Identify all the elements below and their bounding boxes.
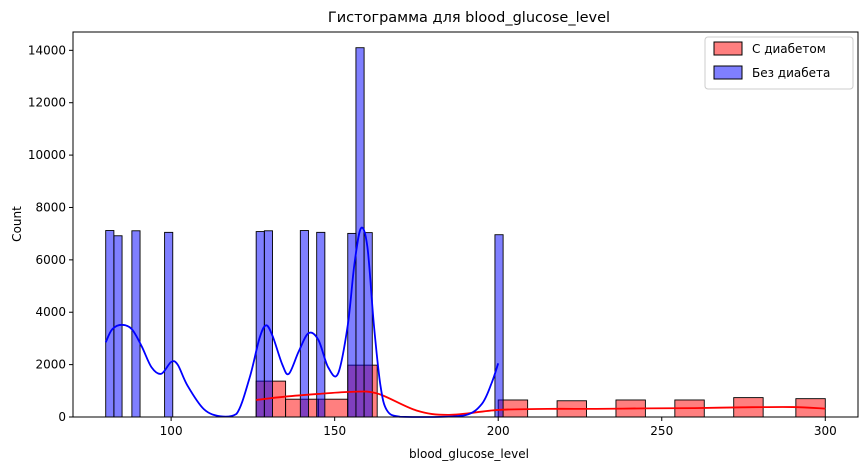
legend-label-diabetic: С диабетом: [752, 42, 826, 56]
bar-non-diabetic: [494, 234, 504, 418]
legend-label-non-diabetic: Без диабета: [752, 66, 830, 80]
bar-non-diabetic: [255, 231, 265, 418]
y-tick-label: 12000: [28, 96, 66, 110]
y-tick-label: 2000: [35, 358, 66, 372]
x-axis: 100 150 200 250 300: [160, 417, 837, 438]
bar-non-diabetic: [299, 230, 309, 418]
bar-non-diabetic: [164, 231, 174, 418]
x-tick-label: 100: [160, 424, 183, 438]
legend-swatch-diabetic: [713, 41, 743, 56]
y-tick-label: 10000: [28, 148, 66, 162]
bar-non-diabetic: [105, 230, 115, 418]
x-tick-label: 150: [323, 424, 346, 438]
bar-non-diabetic: [263, 230, 273, 418]
x-axis-title: blood_glucose_level: [409, 447, 529, 461]
chart-title: Гистограмма для blood_glucose_level: [328, 10, 610, 26]
y-tick-label: 6000: [35, 253, 66, 267]
bar-non-diabetic: [131, 230, 141, 418]
x-tick-label: 200: [487, 424, 510, 438]
x-tick-label: 250: [650, 424, 673, 438]
y-tick-label: 14000: [28, 43, 66, 57]
kde-curve-non-diabetic: [104, 226, 500, 418]
x-tick-label: 300: [814, 424, 837, 438]
plot-area: [104, 47, 826, 418]
bar-non-diabetic: [316, 231, 326, 418]
legend-swatch-non-diabetic: [713, 65, 743, 80]
y-tick-label: 0: [58, 410, 66, 424]
y-tick-label: 4000: [35, 305, 66, 319]
plot-frame: [72, 31, 859, 418]
y-tick-label: 8000: [35, 200, 66, 214]
y-axis-title: Count: [10, 206, 24, 242]
y-axis: 0 2000 4000 6000 8000 10000 12000 14000: [28, 43, 73, 424]
kde-curve-diabetic: [256, 390, 826, 416]
legend: С диабетом Без диабета: [704, 36, 854, 90]
